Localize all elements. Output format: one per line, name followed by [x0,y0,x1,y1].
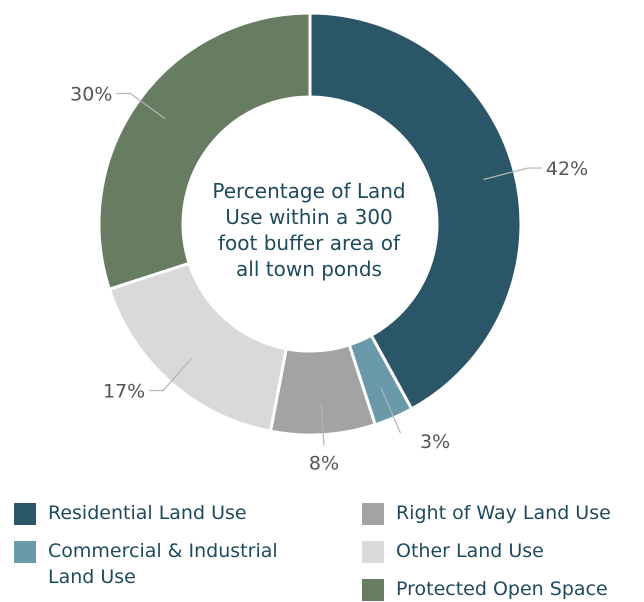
donut-slices [97,11,523,437]
data-label-residential: 42% [546,158,588,180]
legend: Residential Land Use Commercial & Indust… [14,500,644,601]
legend-label-residential: Residential Land Use [48,502,247,524]
donut-slice-residential [308,11,523,411]
legend-swatch-protected-open-space [362,579,384,601]
data-label-right-of-way: 8% [309,453,339,475]
leader-line-residential [483,167,542,181]
data-label-other: 17% [103,381,145,403]
legend-swatch-other [362,541,384,563]
legend-label-other: Other Land Use [396,540,544,562]
data-label-commercial-industrial: 3% [420,431,450,453]
leader-line-protected-open-space [116,92,166,120]
leader-line-other [149,357,193,392]
legend-item-commercial-industrial: Commercial & Industrial Land Use [14,538,334,590]
leader-line-right-of-way [320,402,325,446]
legend-swatch-commercial-industrial [14,541,36,563]
legend-swatch-right-of-way [362,503,384,525]
legend-label-right-of-way: Right of Way Land Use [396,502,611,524]
legend-label-commercial-industrial: Commercial & Industrial Land Use [48,540,278,588]
legend-item-right-of-way: Right of Way Land Use [362,500,644,526]
legend-item-other: Other Land Use [362,538,644,564]
leader-line-commercial-industrial [380,388,402,434]
donut-slice-protected-open-space [97,11,312,292]
legend-item-residential: Residential Land Use [14,500,334,526]
legend-label-protected-open-space: Protected Open Space [396,578,608,600]
slice-labels: 42% 3% 8% 17% 30% [70,84,588,475]
legend-swatch-residential [14,503,36,525]
legend-item-protected-open-space: Protected Open Space [362,576,644,602]
data-label-protected-open-space: 30% [70,84,112,106]
chart-title: Percentage of Land Use within a 300 foot… [212,179,406,281]
